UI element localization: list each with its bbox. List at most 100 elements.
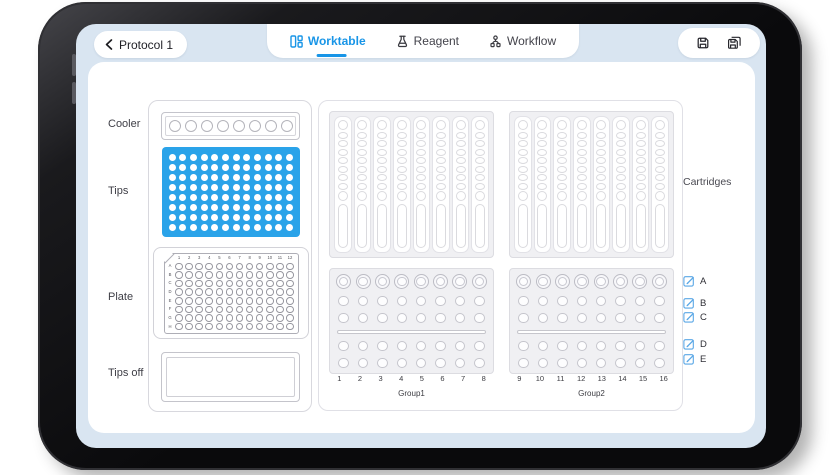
channel-number: 13	[597, 374, 606, 383]
strip-well	[396, 174, 407, 181]
tip	[222, 203, 230, 211]
cartridge-edit-A[interactable]: A	[683, 275, 706, 287]
cartridge-strip[interactable]	[612, 116, 630, 253]
cartridge-strip-panel-1[interactable]	[329, 111, 494, 258]
reagent-well	[396, 295, 408, 306]
cartridge-strip[interactable]	[471, 116, 489, 253]
cartridge-letter: A	[700, 275, 707, 287]
cooler-label: Cooler	[108, 118, 141, 130]
wells-slot	[337, 329, 486, 334]
cartridge-strip[interactable]	[353, 116, 372, 253]
reagent-well	[595, 312, 607, 323]
cartridge-strip[interactable]	[412, 116, 431, 253]
tip	[264, 223, 272, 231]
plate-well	[265, 271, 274, 279]
tip	[243, 163, 251, 171]
save-as-icon[interactable]	[727, 36, 742, 50]
strip-well	[517, 174, 528, 181]
tips-off-slot[interactable]	[161, 352, 300, 402]
save-icon[interactable]	[696, 36, 710, 50]
plate-well	[235, 305, 244, 314]
plate-well	[286, 262, 294, 271]
plate-col-header: 11	[277, 255, 283, 261]
strip-well	[655, 140, 666, 147]
tip	[190, 213, 198, 221]
reagent-well	[576, 357, 588, 368]
cartridge-strip[interactable]	[553, 116, 571, 253]
cartridge-strip[interactable]	[631, 116, 650, 253]
wells-row	[334, 295, 489, 306]
cartridge-edit-D[interactable]: D	[683, 338, 707, 350]
strip-well	[655, 120, 666, 130]
cartridge-strip[interactable]	[451, 116, 470, 253]
tab-workflow[interactable]: Workflow	[489, 24, 556, 58]
strip-well	[615, 191, 626, 201]
cartridge-strip[interactable]	[533, 116, 552, 253]
cooler-slot[interactable]	[161, 112, 300, 140]
plate-well	[255, 297, 264, 305]
strip-well	[396, 140, 407, 147]
cartridge-strip[interactable]	[592, 116, 611, 253]
reagent-well	[377, 312, 388, 323]
cartridge-strip[interactable]	[651, 116, 669, 253]
cartridge-edit-E[interactable]: E	[683, 353, 706, 365]
tips-box[interactable]	[162, 147, 300, 237]
reagent-well	[377, 340, 388, 351]
back-button[interactable]: Protocol 1	[94, 31, 188, 58]
strip-well	[377, 140, 388, 147]
tip	[286, 153, 294, 161]
plate-row-header: D	[168, 289, 172, 295]
cartridge-strip[interactable]	[572, 116, 591, 253]
cartridge-strip[interactable]	[334, 116, 352, 253]
reagent-well-large	[651, 274, 667, 289]
cartridge-edit-B[interactable]: B	[683, 297, 706, 309]
strip-well	[357, 148, 368, 156]
tip	[254, 173, 262, 181]
cartridge-strip[interactable]	[373, 116, 391, 253]
tip	[264, 193, 272, 201]
tip	[286, 223, 294, 231]
edit-icon[interactable]	[683, 338, 695, 350]
plate-well	[185, 297, 193, 305]
tab-label: Reagent	[413, 34, 460, 48]
reagent-well	[634, 312, 646, 323]
plate-well	[205, 288, 214, 296]
cartridge-strip[interactable]	[432, 116, 450, 253]
edit-icon[interactable]	[683, 297, 695, 309]
reagent-wells-panel-2[interactable]	[509, 268, 674, 374]
strip-well	[537, 174, 548, 181]
reagent-well	[595, 340, 607, 351]
plate-well	[245, 271, 254, 279]
channel-number: 11	[556, 374, 565, 383]
edit-icon[interactable]	[683, 275, 695, 287]
tab-reagent[interactable]: Reagent	[396, 24, 459, 58]
cartridge-strip-panel-2[interactable]	[509, 111, 674, 258]
tip	[200, 223, 208, 231]
cartridge-strip[interactable]	[514, 116, 532, 253]
cooler-well	[168, 120, 181, 132]
plate-well	[286, 271, 294, 279]
plate-slot[interactable]: 1 2 3 4 5 6 7 8 9 10 11 12 A B C D E F G H	[153, 247, 309, 339]
strip-well	[615, 157, 626, 164]
cartridge-strip[interactable]	[392, 116, 411, 253]
strip-well	[537, 191, 548, 201]
plate-well	[286, 297, 294, 305]
plate-well	[225, 314, 234, 322]
plate-well	[276, 305, 284, 314]
channel-number: 15	[638, 374, 648, 383]
reagent-well	[537, 312, 549, 323]
strip-well	[635, 191, 646, 201]
tab-worktable[interactable]: Worktable	[290, 24, 366, 58]
reagent-wells-panel-1[interactable]	[329, 268, 494, 374]
reagent-well	[415, 312, 427, 323]
plate-well	[175, 305, 183, 314]
tip	[168, 193, 176, 201]
strip-well	[435, 174, 446, 181]
reagent-well-large	[516, 274, 532, 289]
cartridge-edit-C[interactable]: C	[683, 311, 707, 323]
edit-icon[interactable]	[683, 353, 695, 365]
edit-icon[interactable]	[683, 311, 695, 323]
reagent-well	[654, 357, 665, 368]
reagent-well	[357, 357, 369, 368]
strip-well	[337, 165, 348, 173]
